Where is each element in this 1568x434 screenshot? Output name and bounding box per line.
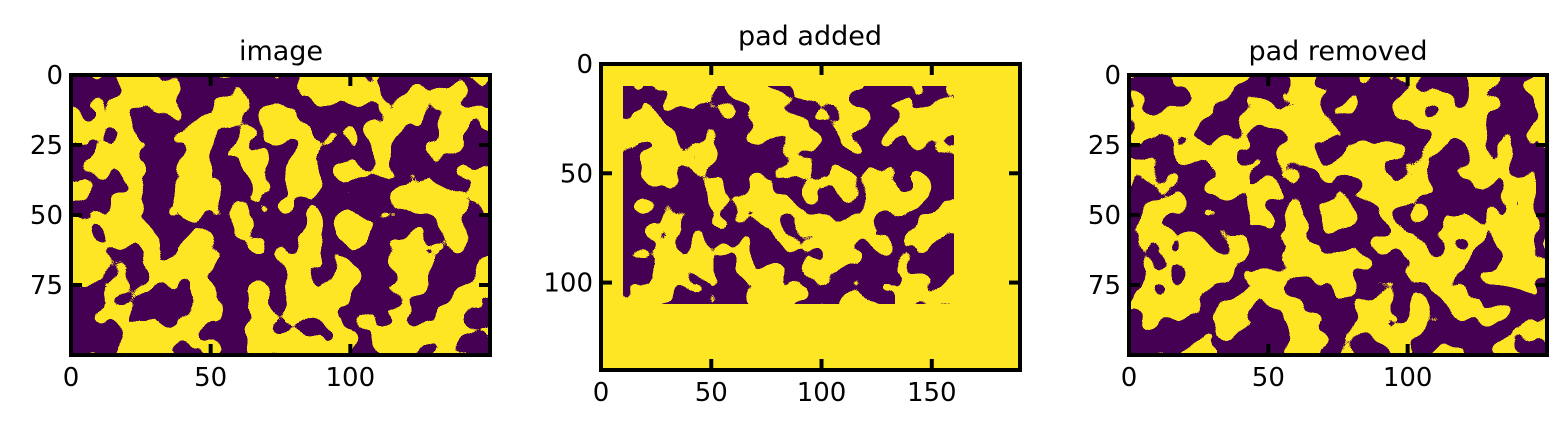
x-tick-label: 50: [194, 363, 227, 393]
heatmap-foreground: [71, 75, 490, 355]
y-tick-label: 0: [576, 50, 593, 80]
y-tick-label: 50: [30, 201, 63, 231]
x-ticks: 0 50 100 150: [593, 64, 957, 408]
x-ticks: 0 50 100: [63, 75, 375, 393]
panel-title: pad added: [738, 21, 882, 52]
y-tick-label: 50: [560, 159, 593, 189]
y-tick-label: 75: [1088, 271, 1121, 301]
x-tick-label: 0: [63, 363, 80, 393]
axes-frame: [69, 73, 492, 357]
x-tick-label: 50: [695, 378, 728, 408]
panel-title: image: [239, 36, 323, 67]
x-tick-label: 150: [907, 378, 957, 408]
y-tick-label: 75: [30, 271, 63, 301]
panel-image: image 0 50 100 0 25 50 75: [30, 36, 492, 393]
y-tick-label: 100: [543, 269, 593, 299]
heatmap-foreground: [623, 86, 954, 304]
y-tick-label: 25: [30, 131, 63, 161]
panel-pad-removed: pad removed 0 50 100 0 25 50 75: [1088, 36, 1549, 393]
y-tick-label: 0: [46, 61, 63, 91]
y-tick-label: 25: [1088, 131, 1121, 161]
panel-pad-added: pad added 0 50 100 150 0 50 100: [543, 21, 1022, 408]
axes-frame: [599, 62, 1022, 372]
y-tick-label: 50: [1088, 201, 1121, 231]
x-tick-label: 100: [326, 363, 376, 393]
axes-frame: [1127, 73, 1549, 357]
heatmap-foreground: [1129, 75, 1547, 355]
x-tick-label: 100: [797, 378, 847, 408]
x-tick-label: 50: [1252, 363, 1285, 393]
x-tick-label: 0: [1121, 363, 1138, 393]
x-tick-label: 0: [593, 378, 610, 408]
y-tick-label: 0: [1104, 61, 1121, 91]
panel-title: pad removed: [1248, 36, 1427, 67]
x-tick-label: 100: [1383, 363, 1433, 393]
